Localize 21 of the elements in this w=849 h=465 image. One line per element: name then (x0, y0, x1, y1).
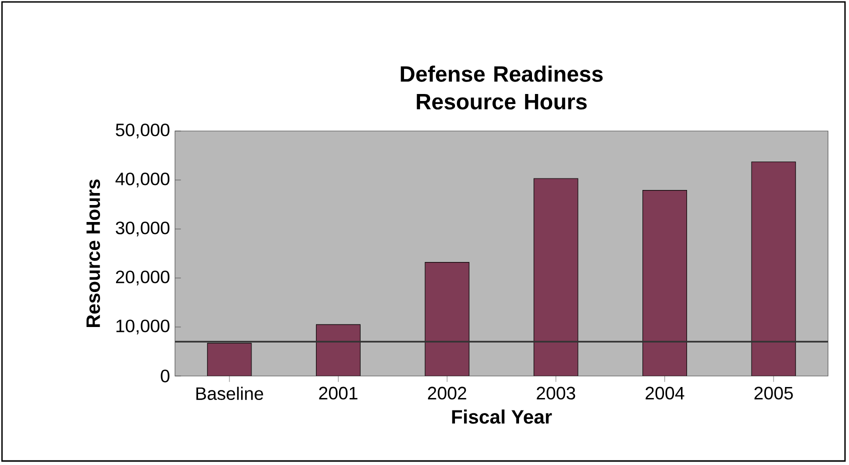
x-tick-label: 2002 (428, 386, 466, 400)
x-tick-label: 2004 (646, 386, 684, 400)
bar (316, 324, 361, 376)
y-axis-title: Resource Hours (86, 180, 100, 328)
y-tick-label: 20,000 (116, 270, 170, 286)
chart-title: Defense Readiness Resource Hours (400, 66, 603, 110)
bar (751, 162, 796, 376)
x-tick-label: 2001 (319, 386, 358, 400)
x-tick-label: Baseline (196, 386, 264, 400)
y-tick-label: 30,000 (116, 222, 170, 236)
y-tick-label: 0 (160, 370, 170, 382)
x-axis-title: Fiscal Year (452, 410, 552, 424)
bar (642, 190, 688, 376)
bar (424, 262, 470, 376)
bar (207, 342, 252, 376)
y-tick-label: 10,000 (116, 320, 170, 334)
y-tick-label: 40,000 (116, 172, 170, 188)
y-tick-label: 50,000 (116, 124, 170, 138)
x-tick-label: 2005 (754, 386, 793, 400)
x-tick-label: 2003 (536, 386, 576, 400)
bar (534, 178, 578, 376)
